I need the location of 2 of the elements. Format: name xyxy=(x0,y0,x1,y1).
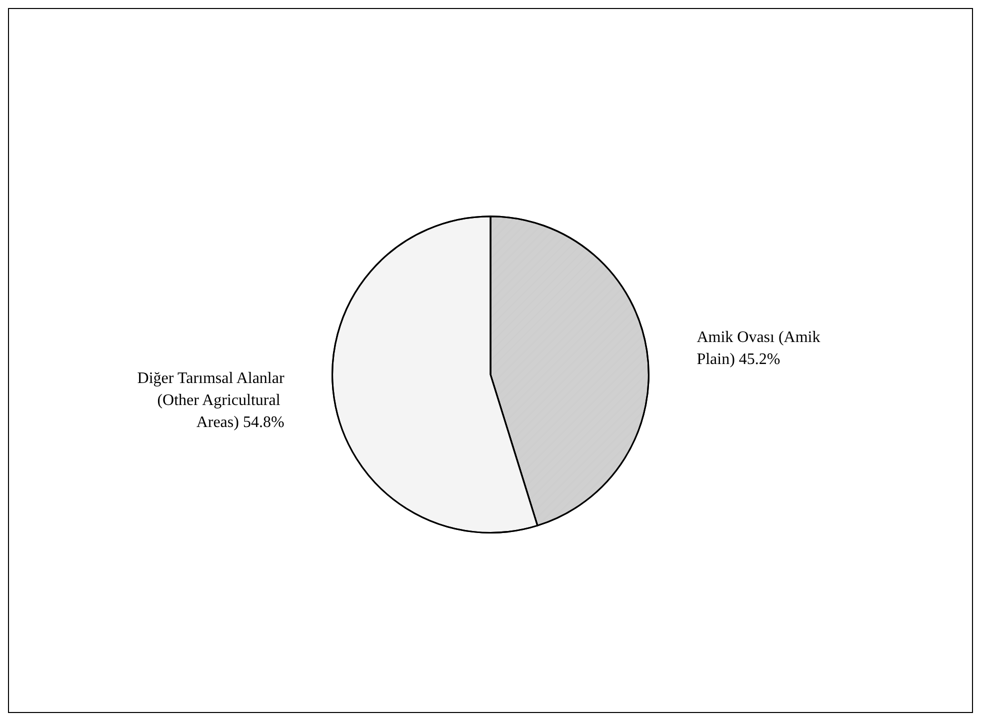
slice-label: Amik Ovası (Amik Plain) 45.2% xyxy=(696,329,824,368)
slice-label: Diğer Tarımsal Alanlar (Other Agricultural Areas) 54.8% xyxy=(137,370,285,432)
